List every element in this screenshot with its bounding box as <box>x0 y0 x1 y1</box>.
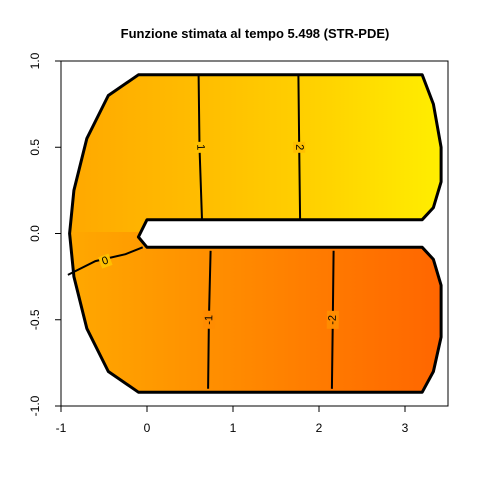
domain-fill <box>69 74 442 393</box>
x-tick-label: 3 <box>402 421 409 435</box>
contour-label-bg <box>98 253 113 269</box>
contour-label: 1 <box>194 144 206 150</box>
domain-fill-upper <box>69 74 442 232</box>
contour-label-group: -1 <box>203 310 216 329</box>
chart-title: Funzione stimata al tempo 5.498 (STR-PDE… <box>121 26 390 41</box>
contour-label: 2 <box>293 144 305 150</box>
contour-label: -2 <box>327 315 339 325</box>
x-tick-label: 0 <box>144 421 151 435</box>
domain-fill-lower <box>69 232 442 393</box>
y-tick-label: 1.0 <box>28 52 42 69</box>
contour-label: -1 <box>203 315 215 325</box>
x-tick-label: -1 <box>56 421 67 435</box>
contour-lines: 0 1 2 -1 -2 <box>67 74 339 389</box>
y-tick-label: -1.0 <box>28 395 42 416</box>
y-tick-label: 0.0 <box>28 225 42 242</box>
contour-label-group: -2 <box>326 310 339 329</box>
domain-boundary <box>68 73 443 394</box>
contour-label: 0 <box>100 254 110 267</box>
contour-label-group: 1 <box>194 141 207 153</box>
x-tick-label: 1 <box>230 421 237 435</box>
contour-label-bg <box>194 141 207 153</box>
axes: -1 0 1 2 3 -1.0 -0.5 0.0 0.5 1.0 <box>28 52 409 435</box>
contour-label-group: 2 <box>293 141 306 153</box>
contour-line <box>67 246 144 276</box>
y-tick-label: 0.5 <box>28 139 42 156</box>
contour-label-group: 0 <box>98 253 113 269</box>
y-tick-label: -0.5 <box>28 309 42 330</box>
x-tick-label: 2 <box>316 421 323 435</box>
contour-label-bg <box>293 141 306 153</box>
contour-label-bg <box>203 310 216 329</box>
contour-label-bg <box>326 310 339 329</box>
